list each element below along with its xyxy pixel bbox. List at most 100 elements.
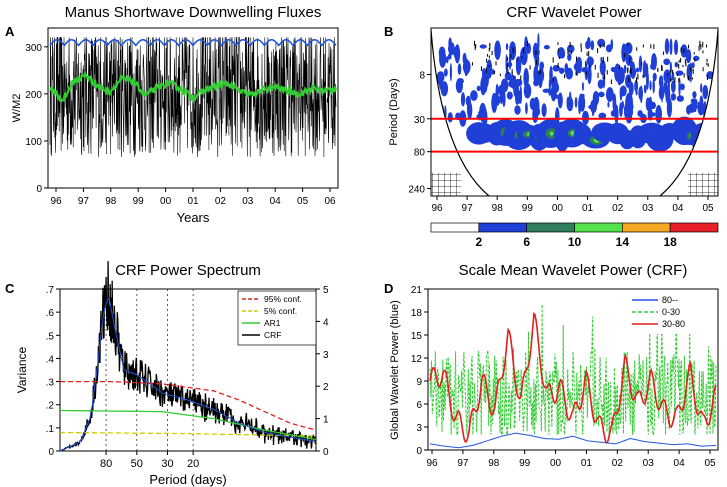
panel-a-ylabel: W/M2 xyxy=(11,94,23,123)
panel-a-xtick-label: 02 xyxy=(215,196,227,207)
panel-b-power-speck xyxy=(488,55,490,59)
panel-b-power-speck xyxy=(586,52,588,57)
panel-c-ytick-right-label: 2 xyxy=(323,382,329,393)
panel-b-power-speck xyxy=(575,71,577,76)
panel-b-power-blob xyxy=(443,68,448,77)
panel-d-ytick-label: 3 xyxy=(416,423,422,434)
panel-b-power-blob xyxy=(509,41,517,61)
panel-b-xtick-label: 00 xyxy=(552,203,564,214)
panel-b-ytick-label: 80 xyxy=(414,148,426,159)
panel-b-power-speck xyxy=(474,45,476,50)
panel-b-power-blob xyxy=(607,101,610,108)
panel-c-title: CRF Power Spectrum xyxy=(115,262,261,279)
panel-b-power-speck xyxy=(606,70,608,75)
panel-b-power-blob xyxy=(621,100,625,110)
panel-b-power-blob xyxy=(515,91,520,105)
panel-b-power-speck xyxy=(520,75,522,81)
panel-c-xtick-label: 30 xyxy=(161,458,173,470)
panel-b-plot xyxy=(430,28,719,197)
panel-c-ytick-right-label: 0 xyxy=(323,447,329,458)
panel-a-xtick-label: 03 xyxy=(242,196,254,207)
panel-b-power-blob xyxy=(590,40,595,51)
panel-b-power-blob xyxy=(691,62,695,69)
panel-b-power-speck xyxy=(676,73,678,77)
panel-b-power-blob xyxy=(457,63,462,75)
panel-b-power-speck xyxy=(690,66,692,72)
panel-a-ytick-label: 0 xyxy=(36,184,42,195)
panel-b-power-blob xyxy=(455,78,463,94)
panel-b-power-blob xyxy=(504,71,512,81)
panel-c-xtick-label: 80 xyxy=(100,458,112,470)
panel-b-power-speck xyxy=(511,69,513,75)
panel-b-power-speck xyxy=(588,50,590,57)
panel-b-power-blob xyxy=(479,44,487,49)
panel-b-power-speck xyxy=(557,42,559,45)
panel-b-power-speck xyxy=(702,41,704,48)
panel-b-power-blob xyxy=(693,55,700,62)
panel-b-power-speck xyxy=(485,67,487,74)
panel-b-power-blob xyxy=(552,64,560,72)
panel-b-power-blob xyxy=(549,131,554,136)
panel-b-power-blob xyxy=(505,43,509,51)
panel-a-ytick-label: 300 xyxy=(25,43,42,54)
panel-d-30-80-line xyxy=(429,311,717,444)
panel-b-power-blob xyxy=(578,96,582,115)
colorbar-bin xyxy=(526,222,575,233)
colorbar-bin xyxy=(621,222,671,233)
panel-b-power-speck xyxy=(657,69,659,72)
panel-b-power-blob xyxy=(619,85,627,97)
panel-d-legend-box xyxy=(628,292,702,334)
panel-b-power-blob xyxy=(663,58,671,66)
panel-b-power-blob xyxy=(525,102,528,115)
colorbar-tick-label: 18 xyxy=(663,235,677,249)
panel-c-line-2 xyxy=(60,409,317,441)
panel-b-power-speck xyxy=(653,44,655,50)
panel-c-legend-label: 95% conf. xyxy=(264,294,302,304)
panel-b-power-blob xyxy=(673,39,679,55)
panel-a-xtick-label: 04 xyxy=(270,196,282,207)
panel-b-power-speck xyxy=(575,56,577,62)
panel-b-power-blob xyxy=(638,55,643,73)
panel-b-power-blob xyxy=(700,83,703,93)
panel-b-power-speck xyxy=(683,48,685,53)
panel-b-power-blob xyxy=(610,110,616,117)
panel-b-ytick-label: 8 xyxy=(419,70,425,81)
panel-d-legend-label: 80-- xyxy=(662,295,678,305)
panel-b-power-speck xyxy=(688,75,690,80)
panel-b-power-speck xyxy=(489,44,491,50)
panel-b-power-speck xyxy=(536,60,538,65)
panel-b-power-speck xyxy=(684,59,686,64)
panel-a-xtick-label: 96 xyxy=(50,196,62,207)
panel-c-ytick-right-label: 4 xyxy=(323,317,329,328)
panel-b-power-blob xyxy=(658,75,664,89)
panel-b-power-blob xyxy=(543,45,550,50)
panel-b-power-blob xyxy=(666,97,673,118)
panel-a-xtick-label: 01 xyxy=(187,196,199,207)
panel-c-ytick-right-label: 1 xyxy=(323,415,329,426)
panel-b-power-blob xyxy=(449,63,453,82)
panel-b-power-speck xyxy=(680,58,682,63)
panel-b-power-blob xyxy=(686,105,692,115)
panel-b-power-speck xyxy=(489,42,491,46)
panel-b-power-speck xyxy=(636,47,638,51)
panel-b-power-speck xyxy=(480,66,482,72)
panel-c-ytick-label: .5 xyxy=(46,331,55,342)
panel-b-power-speck xyxy=(597,48,599,53)
panel-b-coi-right xyxy=(659,29,719,197)
panel-b-power-blob xyxy=(623,102,630,120)
panel-b-power-speck xyxy=(488,65,490,68)
panel-b-power-blob xyxy=(557,92,563,109)
panel-b-power-blob xyxy=(519,85,523,104)
panel-b-power-blob xyxy=(565,67,574,80)
panel-b-power-blob xyxy=(678,77,681,97)
panel-d-legend-label: 30-80 xyxy=(662,319,685,329)
panel-b-power-speck xyxy=(580,43,582,48)
panel-b-power-blob xyxy=(448,42,455,56)
panel-b-power-speck xyxy=(506,56,508,62)
panel-b-power-speck xyxy=(558,56,560,59)
panel-b-ytick-label: 30 xyxy=(414,115,426,126)
panel-b-power-speck xyxy=(495,61,497,66)
panel-c-ylabel: Variance xyxy=(15,346,29,393)
panel-b-power-speck xyxy=(557,62,559,69)
panel-b-power-blob xyxy=(635,67,640,73)
